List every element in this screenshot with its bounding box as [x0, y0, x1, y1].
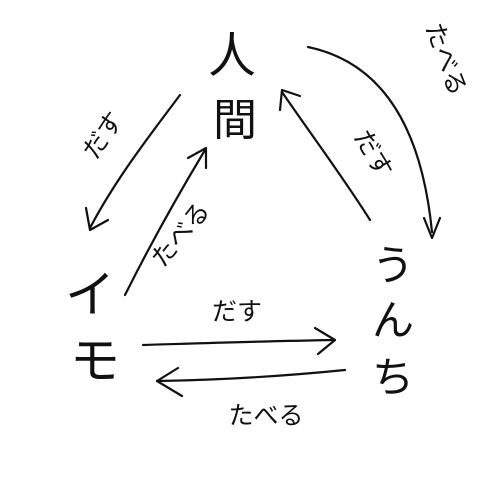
arrowhead-potato-to-poop [313, 326, 337, 356]
label-human-to-poop: たべる [420, 19, 473, 99]
arrowhead-potato-to-human [186, 146, 208, 170]
node-human: 人 間 [208, 28, 257, 146]
arrowhead-poop-to-potato [155, 366, 184, 398]
arrowhead-poop-to-human [278, 88, 302, 112]
arrow-poop-to-human [280, 90, 372, 222]
label-poop-to-human: だす [348, 125, 398, 183]
label-poop-to-potato: たべる [228, 401, 303, 430]
node-poop-char-2: ん [372, 296, 414, 345]
node-potato: イ モ [65, 266, 120, 390]
edge-human-to-poop: たべる [306, 19, 473, 240]
arrow-potato-to-poop [141, 338, 337, 347]
node-potato-char-2: モ [70, 332, 120, 390]
arrow-potato-to-human [123, 148, 207, 297]
arrow-human-to-poop [306, 45, 434, 234]
label-human-to-potato: だす [77, 106, 129, 164]
edge-potato-to-human: たべる [123, 146, 216, 297]
edge-poop-to-potato: たべる [155, 366, 347, 430]
arrowhead-human-to-poop [422, 216, 442, 240]
node-human-char-2: 間 [213, 95, 257, 146]
node-potato-char-1: イ [65, 266, 115, 324]
label-potato-to-poop: だす [212, 297, 262, 326]
arrow-poop-to-potato [155, 368, 347, 383]
arrowhead-human-to-potato [84, 206, 110, 232]
edge-potato-to-poop: だす [141, 297, 337, 356]
arrow-human-to-potato [88, 93, 182, 230]
node-poop-char-1: う [372, 241, 414, 290]
edge-poop-to-human: だす [278, 88, 398, 222]
edge-human-to-potato: だす [77, 93, 182, 232]
node-human-char-1: 人 [208, 28, 256, 84]
node-poop-char-3: ち [372, 353, 414, 402]
node-poop: う ん ち [372, 241, 414, 402]
